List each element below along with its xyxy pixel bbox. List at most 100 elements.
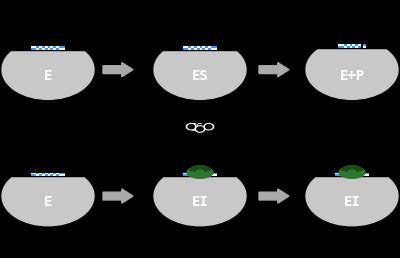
Bar: [340, 174, 343, 176]
Text: E: E: [44, 195, 52, 209]
Bar: [205, 48, 208, 50]
Bar: [202, 173, 205, 174]
Bar: [211, 46, 214, 48]
Bar: [59, 174, 62, 176]
Bar: [200, 173, 202, 174]
Bar: [36, 48, 39, 50]
Bar: [346, 173, 349, 174]
Bar: [34, 35, 62, 50]
Bar: [0, 35, 34, 50]
Bar: [200, 46, 202, 48]
Bar: [338, 161, 366, 176]
Bar: [202, 174, 205, 176]
Bar: [34, 174, 36, 176]
Circle shape: [195, 126, 205, 132]
Bar: [62, 46, 65, 48]
Bar: [34, 48, 36, 50]
Circle shape: [206, 125, 212, 129]
Bar: [53, 46, 56, 48]
Bar: [31, 174, 34, 176]
Bar: [31, 46, 34, 48]
Text: EI: EI: [192, 195, 208, 209]
Bar: [341, 35, 363, 48]
Bar: [343, 174, 346, 176]
Bar: [36, 174, 39, 176]
Bar: [31, 173, 34, 174]
Bar: [191, 46, 194, 48]
Bar: [59, 46, 62, 48]
Bar: [360, 174, 363, 176]
Bar: [202, 48, 205, 50]
Bar: [340, 173, 343, 174]
Bar: [50, 48, 53, 50]
Bar: [304, 35, 341, 48]
Bar: [214, 173, 217, 174]
Bar: [183, 173, 186, 174]
Bar: [357, 173, 360, 174]
Text: GS≈: GS≈: [189, 123, 211, 133]
Bar: [56, 48, 59, 50]
Circle shape: [188, 125, 194, 129]
Bar: [194, 174, 197, 176]
Bar: [59, 48, 62, 50]
Bar: [200, 174, 202, 176]
Bar: [363, 35, 400, 48]
Bar: [366, 174, 369, 176]
Bar: [188, 173, 191, 174]
Bar: [363, 174, 366, 176]
Bar: [211, 174, 214, 176]
Bar: [53, 174, 56, 176]
Bar: [335, 173, 338, 174]
Bar: [357, 174, 360, 176]
Bar: [34, 46, 36, 48]
Circle shape: [186, 124, 196, 130]
Bar: [344, 46, 347, 48]
Bar: [338, 173, 340, 174]
Bar: [200, 48, 202, 50]
Bar: [191, 174, 194, 176]
Bar: [343, 173, 346, 174]
Bar: [197, 173, 200, 174]
Bar: [34, 161, 62, 176]
Text: E: E: [44, 69, 52, 83]
Bar: [42, 46, 45, 48]
Bar: [205, 174, 208, 176]
Bar: [186, 46, 188, 48]
Bar: [366, 161, 400, 176]
Bar: [366, 173, 369, 174]
Bar: [186, 173, 188, 174]
Bar: [31, 48, 34, 50]
Bar: [354, 174, 357, 176]
Bar: [349, 174, 352, 176]
Bar: [62, 35, 96, 50]
Bar: [352, 174, 354, 176]
Bar: [183, 174, 186, 176]
Bar: [338, 174, 340, 176]
Bar: [211, 48, 214, 50]
Bar: [56, 46, 59, 48]
Bar: [53, 48, 56, 50]
Polygon shape: [259, 189, 289, 203]
Bar: [39, 173, 42, 174]
Text: E+P: E+P: [340, 69, 364, 83]
Bar: [48, 173, 50, 174]
Bar: [214, 48, 217, 50]
Bar: [186, 174, 188, 176]
Bar: [347, 44, 350, 46]
Bar: [53, 173, 56, 174]
Bar: [36, 173, 39, 174]
Bar: [363, 44, 366, 46]
Bar: [208, 46, 211, 48]
Circle shape: [2, 40, 94, 99]
Circle shape: [2, 166, 94, 226]
Bar: [50, 174, 53, 176]
Bar: [349, 173, 352, 174]
Bar: [59, 173, 62, 174]
Bar: [39, 174, 42, 176]
Polygon shape: [259, 63, 289, 77]
Bar: [191, 48, 194, 50]
Bar: [183, 46, 186, 48]
Bar: [338, 44, 341, 46]
Bar: [208, 48, 211, 50]
Ellipse shape: [187, 167, 213, 178]
